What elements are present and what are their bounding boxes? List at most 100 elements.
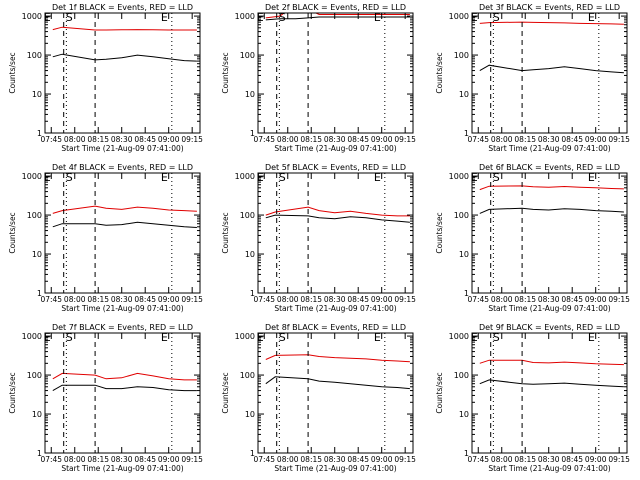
saa-marker-label: S [279, 11, 286, 24]
x-tick-label: 09:15 [394, 455, 416, 464]
y-tick-label: 1000 [449, 12, 469, 21]
x-axis-label: Start Time (21-Aug-09 07:41:00) [274, 304, 396, 313]
eclipse-marker-label: E [161, 171, 168, 184]
saa-marker-label: S [66, 171, 73, 184]
panel-title: Det 7f BLACK = Events, RED = LLD [52, 323, 193, 332]
events-series-line [265, 376, 410, 390]
x-tick-label: 09:15 [181, 135, 203, 144]
eclipse-marker-label: E [588, 11, 595, 24]
x-tick-label: 07:45 [253, 455, 275, 464]
x-tick-label: 09:15 [181, 455, 203, 464]
panel-title: Det 4f BLACK = Events, RED = LLD [52, 163, 193, 172]
x-tick-label: 08:15 [300, 455, 322, 464]
y-axis-label: Counts/sec [435, 212, 444, 253]
x-tick-label: 07:45 [467, 295, 489, 304]
plot-frame [257, 12, 414, 134]
x-tick-label: 08:30 [538, 135, 560, 144]
y-tick-label: 1 [37, 129, 42, 138]
x-axis-label: Start Time (21-Aug-09 07:41:00) [61, 464, 183, 473]
x-tick-label: 08:45 [561, 135, 583, 144]
x-tick-label: 07:45 [40, 135, 62, 144]
x-tick-label: 09:00 [585, 295, 607, 304]
panel-title: Det 8f BLACK = Events, RED = LLD [265, 323, 406, 332]
saa-marker-label: S [493, 11, 500, 24]
x-tick-label: 09:00 [371, 455, 393, 464]
y-tick-label: 10 [459, 410, 469, 419]
y-tick-label: 10 [245, 90, 255, 99]
x-axis-label: Start Time (21-Aug-09 07:41:00) [61, 144, 183, 153]
events-series-line [479, 64, 624, 74]
x-tick-label: 09:15 [394, 295, 416, 304]
lld-series-line [52, 205, 197, 214]
x-tick-label: 08:45 [347, 455, 369, 464]
panel-title: Det 2f BLACK = Events, RED = LLD [265, 3, 406, 12]
plot-frame [257, 332, 414, 454]
x-tick-label: 08:15 [514, 135, 536, 144]
x-tick-label: 08:45 [134, 135, 156, 144]
y-tick-label: 1000 [235, 172, 255, 181]
saa-marker-label: S [66, 331, 73, 344]
events-series-line [52, 221, 197, 228]
x-tick-label: 08:00 [491, 455, 513, 464]
x-axis-label: Start Time (21-Aug-09 07:41:00) [488, 464, 610, 473]
x-tick-label: 08:15 [87, 135, 109, 144]
x-tick-label: 08:30 [324, 295, 346, 304]
y-axis-label: Counts/sec [435, 52, 444, 93]
y-tick-label: 1 [250, 129, 255, 138]
y-tick-label: 1 [37, 449, 42, 458]
lld-series-line [52, 372, 197, 381]
y-tick-label: 100 [240, 211, 255, 220]
y-tick-label: 1 [464, 449, 469, 458]
x-tick-label: 09:15 [608, 455, 630, 464]
x-tick-label: 08:00 [277, 295, 299, 304]
x-tick-label: 08:30 [111, 135, 133, 144]
y-axis-label: Counts/sec [8, 212, 17, 253]
panel-title: Det 1f BLACK = Events, RED = LLD [52, 3, 193, 12]
y-tick-label: 1000 [449, 172, 469, 181]
x-axis-label: Start Time (21-Aug-09 07:41:00) [274, 464, 396, 473]
saa-marker-label: S [493, 171, 500, 184]
lld-series-line [265, 354, 410, 363]
x-tick-label: 08:15 [514, 455, 536, 464]
plot-frame [471, 332, 628, 454]
x-tick-label: 08:45 [561, 295, 583, 304]
x-tick-label: 08:45 [347, 295, 369, 304]
events-series-line [265, 214, 410, 223]
y-tick-label: 1 [250, 449, 255, 458]
events-series-line [52, 384, 197, 392]
lld-series-line [479, 21, 624, 25]
plot-frame [44, 12, 201, 134]
x-tick-label: 07:45 [253, 135, 275, 144]
x-tick-label: 09:15 [608, 135, 630, 144]
y-tick-label: 10 [245, 250, 255, 259]
y-tick-label: 100 [27, 51, 42, 60]
x-tick-label: 09:00 [585, 135, 607, 144]
x-tick-label: 08:45 [134, 455, 156, 464]
y-axis-label: Counts/sec [221, 212, 230, 253]
plot-frame [471, 12, 628, 134]
x-tick-label: 09:00 [158, 135, 180, 144]
y-tick-label: 1 [464, 289, 469, 298]
y-tick-label: 1000 [22, 172, 42, 181]
plot-frame [257, 172, 414, 294]
x-axis-label: Start Time (21-Aug-09 07:41:00) [488, 144, 610, 153]
x-axis-label: Start Time (21-Aug-09 07:41:00) [274, 144, 396, 153]
x-tick-label: 08:15 [87, 455, 109, 464]
panel-title: Det 9f BLACK = Events, RED = LLD [479, 323, 620, 332]
x-tick-label: 08:15 [87, 295, 109, 304]
x-tick-label: 07:45 [40, 455, 62, 464]
eclipse-marker-label: E [161, 11, 168, 24]
x-tick-label: 07:45 [467, 135, 489, 144]
events-series-line [479, 379, 624, 388]
y-tick-label: 10 [459, 250, 469, 259]
x-tick-label: 08:00 [277, 455, 299, 464]
y-tick-label: 10 [32, 250, 42, 259]
eclipse-marker-label: E [588, 331, 595, 344]
saa-marker-label: S [493, 331, 500, 344]
x-tick-label: 08:00 [491, 135, 513, 144]
y-tick-label: 100 [454, 211, 469, 220]
lld-series-line [479, 185, 624, 191]
